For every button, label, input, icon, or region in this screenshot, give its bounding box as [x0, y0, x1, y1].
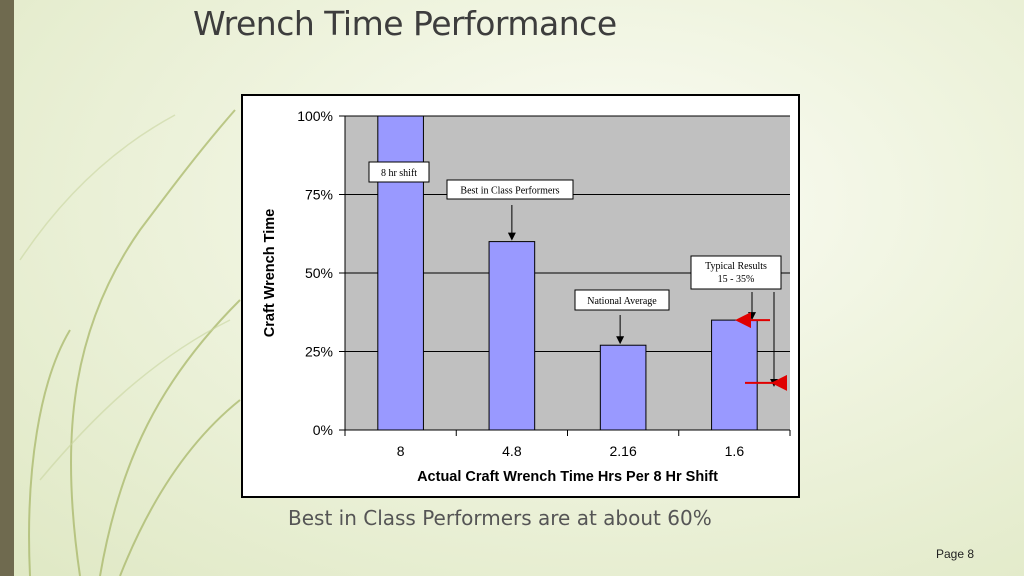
annotation-box [690, 255, 782, 290]
vine-stroke [99, 299, 241, 576]
bar [711, 319, 758, 431]
side-accent-bar [0, 0, 14, 576]
bar [488, 241, 536, 431]
x-axis-title: Actual Craft Wrench Time Hrs Per 8 Hr Sh… [417, 469, 718, 485]
page-number: Page 8 [936, 547, 975, 561]
vine-stroke [39, 319, 231, 481]
slide-title: Wrench Time Performance [193, 4, 617, 43]
vine-stroke [19, 114, 176, 261]
x-tick-label: 4.8 [502, 443, 522, 459]
vine-stroke [28, 329, 71, 576]
y-tick-label: 100% [297, 108, 333, 124]
annotation-box [574, 289, 670, 311]
vine-stroke [119, 399, 241, 576]
y-tick-label: 50% [305, 265, 333, 281]
x-tick-label: 2.16 [610, 443, 637, 459]
y-tick-label: 0% [313, 422, 333, 438]
slide-caption: Best in Class Performers are at about 60… [288, 506, 712, 530]
y-tick-label: 25% [305, 344, 333, 360]
annotation-label: 15 - 35% [718, 274, 755, 285]
vine-stroke [69, 109, 236, 576]
x-tick-label: 1.6 [725, 443, 745, 459]
bar [599, 344, 647, 431]
annotation-label: National Average [587, 296, 657, 307]
y-tick-label: 75% [305, 187, 333, 203]
annotation-label: 8 hr shift [381, 168, 417, 179]
annotation-box [446, 179, 574, 200]
y-axis-title: Craft Wrench Time [262, 209, 278, 337]
annotation-label: Typical Results [705, 261, 767, 272]
annotation-box [368, 161, 430, 183]
chart-frame: 0% 25% 50% 75% 100% 8 4.8 2.16 1.6 Actual Craft W… [241, 94, 800, 498]
x-tick-label: 8 [397, 443, 405, 459]
bar-chart: 0% 25% 50% 75% 100% 8 4.8 2.16 1.6 Actual Craft W… [262, 108, 791, 485]
annotation-label: Best in Class Performers [460, 186, 559, 197]
